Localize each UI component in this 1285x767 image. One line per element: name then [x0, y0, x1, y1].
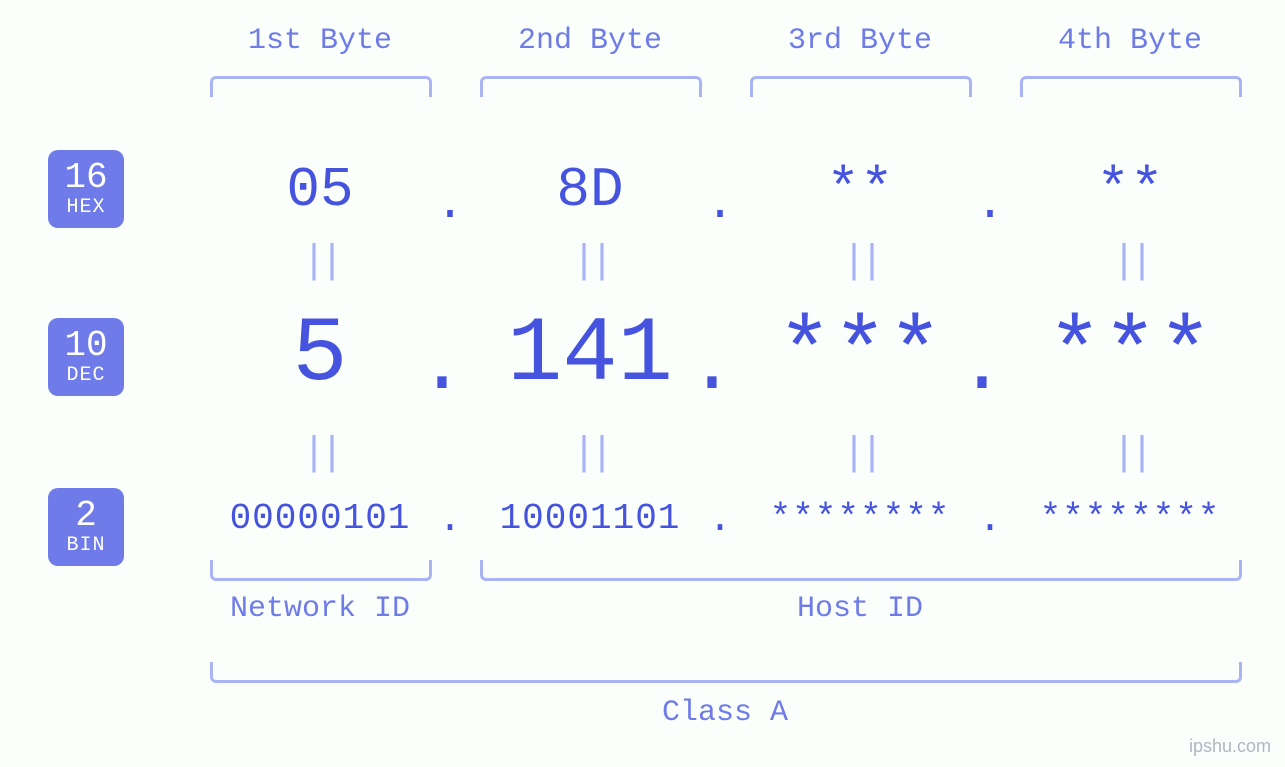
eq-dec-bin-1: ||: [200, 432, 440, 477]
eq-dec-bin-2: ||: [470, 432, 710, 477]
hex-byte-3: **: [740, 158, 980, 222]
badge-unit-bin: BIN: [66, 536, 105, 556]
top-bracket-2: [480, 76, 702, 97]
class-label: Class A: [200, 696, 1250, 730]
dec-dot-1: .: [418, 322, 458, 413]
class-bracket: [210, 662, 1242, 683]
hex-dot-2: .: [700, 178, 740, 232]
hex-byte-2: 8D: [470, 158, 710, 222]
badge-base-hex: 16: [64, 160, 107, 196]
hex-byte-4: **: [1010, 158, 1250, 222]
eq-hex-dec-4: ||: [1010, 240, 1250, 285]
dec-dot-3: .: [958, 322, 998, 413]
top-bracket-3: [750, 76, 972, 97]
dec-byte-4: ***: [1010, 302, 1250, 407]
badge-unit-hex: HEX: [66, 198, 105, 218]
watermark: ipshu.com: [1189, 736, 1271, 757]
host-id-bracket: [480, 560, 1242, 581]
host-id-label: Host ID: [470, 592, 1250, 626]
dec-byte-3: ***: [740, 302, 980, 407]
eq-hex-dec-1: ||: [200, 240, 440, 285]
network-id-label: Network ID: [200, 592, 440, 626]
base-badge-bin: 2 BIN: [48, 488, 124, 566]
eq-dec-bin-4: ||: [1010, 432, 1250, 477]
badge-base-bin: 2: [75, 498, 97, 534]
byte-header-2: 2nd Byte: [470, 24, 710, 58]
byte-header-1: 1st Byte: [200, 24, 440, 58]
bin-dot-3: .: [970, 498, 1010, 543]
bin-byte-2: 10001101: [470, 498, 710, 539]
byte-header-4: 4th Byte: [1010, 24, 1250, 58]
network-id-bracket: [210, 560, 432, 581]
hex-byte-1: 05: [200, 158, 440, 222]
top-bracket-1: [210, 76, 432, 97]
eq-dec-bin-3: ||: [740, 432, 980, 477]
base-badge-dec: 10 DEC: [48, 318, 124, 396]
badge-unit-dec: DEC: [66, 366, 105, 386]
dec-byte-2: 141: [470, 302, 710, 407]
top-bracket-4: [1020, 76, 1242, 97]
bin-byte-4: ********: [1010, 498, 1250, 539]
bin-dot-1: .: [430, 498, 470, 543]
eq-hex-dec-2: ||: [470, 240, 710, 285]
bin-dot-2: .: [700, 498, 740, 543]
dec-byte-1: 5: [200, 302, 440, 407]
bin-byte-3: ********: [740, 498, 980, 539]
byte-header-3: 3rd Byte: [740, 24, 980, 58]
bin-byte-1: 00000101: [200, 498, 440, 539]
dec-dot-2: .: [688, 322, 728, 413]
badge-base-dec: 10: [64, 328, 107, 364]
eq-hex-dec-3: ||: [740, 240, 980, 285]
hex-dot-3: .: [970, 178, 1010, 232]
base-badge-hex: 16 HEX: [48, 150, 124, 228]
hex-dot-1: .: [430, 178, 470, 232]
